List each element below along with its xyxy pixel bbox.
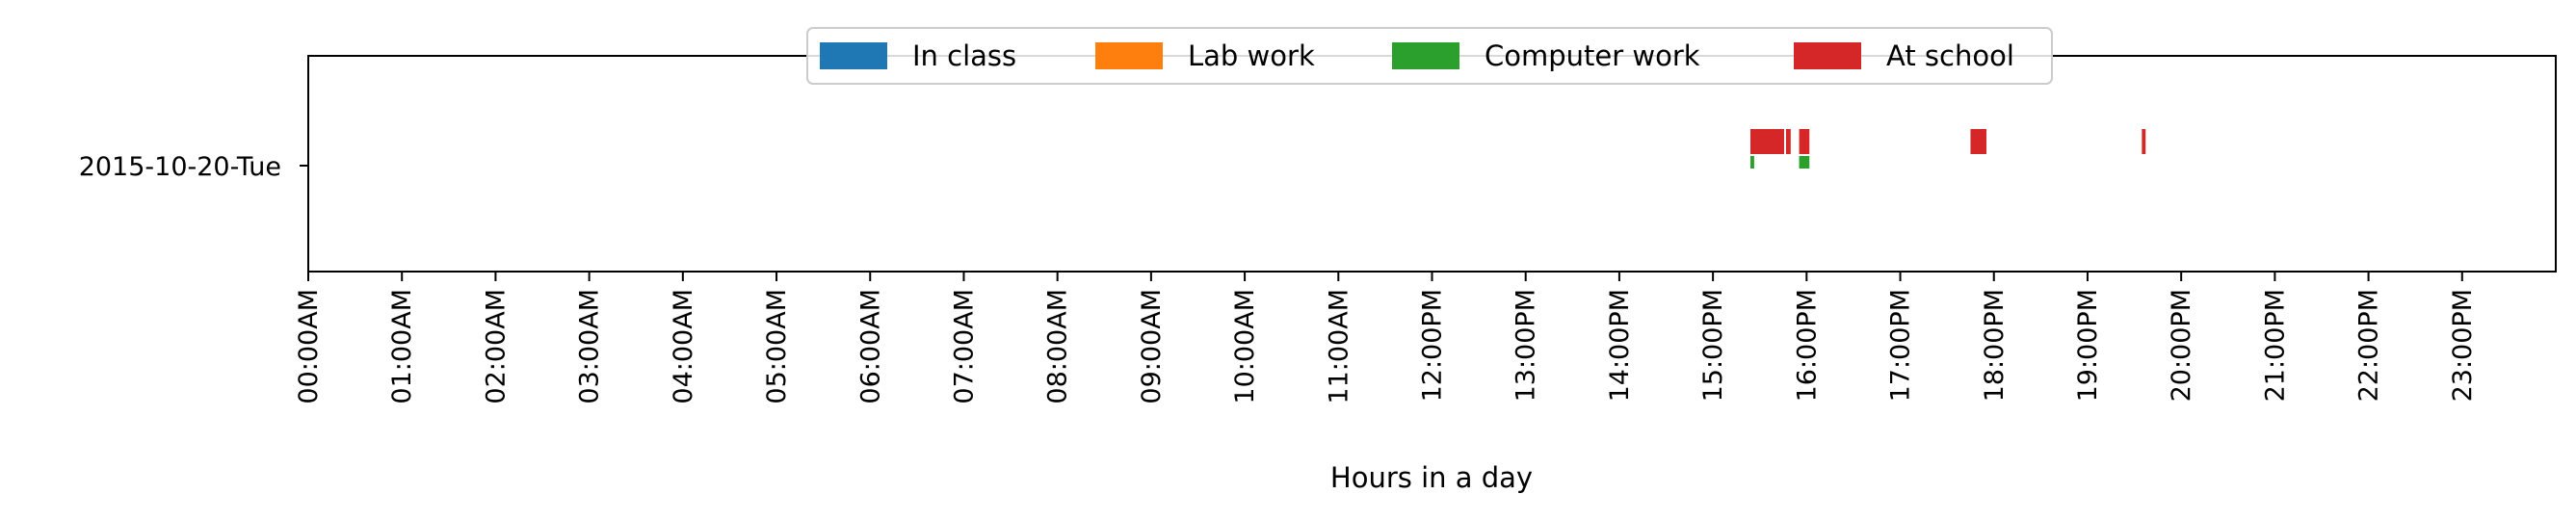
bar-computer-work [1750,156,1754,169]
legend: In class Lab work Computer work At school [806,27,2053,85]
bar-at-school [1970,129,1986,154]
y-tick-label: 2015-10-20-Tue [79,152,281,182]
x-tick-label: 11:00AM [1324,289,1354,404]
x-tick-label: 09:00AM [1137,289,1167,404]
legend-label: Computer work [1485,39,1700,72]
legend-swatch [820,42,887,69]
x-tick-label: 15:00PM [1698,289,1728,402]
x-tick-label: 02:00AM [481,289,511,404]
bar-computer-work [1799,156,1810,169]
bar-at-school [1785,129,1791,154]
x-tick-label: 22:00PM [2354,289,2384,402]
legend-label: Lab work [1188,39,1315,72]
x-tick-label: 21:00PM [2260,289,2290,402]
legend-swatch [1794,42,1861,69]
x-tick-label: 19:00PM [2073,289,2103,402]
y-axis: 2015-10-20-Tue [79,152,308,182]
bar-at-school [2142,129,2146,154]
legend-swatch [1392,42,1459,69]
x-tick-label: 16:00PM [1792,289,1822,402]
x-tick-label: 04:00AM [669,289,698,404]
x-axis: 00:00AM 01:00AM 02:00AM 03:00AM 04:00AM 05:00… [294,272,2478,404]
x-tick-label: 06:00AM [855,289,885,404]
x-tick-label: 05:00AM [762,289,792,404]
x-tick-label: 10:00AM [1230,289,1260,404]
x-tick-label: 00:00AM [294,289,324,404]
x-axis-label: Hours in a day [1330,461,1533,494]
x-tick-label: 03:00AM [575,289,605,404]
x-tick-label: 12:00PM [1418,289,1448,402]
legend-swatch [1095,42,1163,69]
x-tick-label: 13:00PM [1511,289,1541,402]
x-tick-label: 18:00PM [1980,289,2010,402]
bar-at-school [1799,129,1810,154]
legend-label: At school [1886,39,2014,72]
x-tick-label: 01:00AM [387,289,417,404]
legend-label: In class [912,39,1016,72]
x-tick-label: 23:00PM [2448,289,2478,402]
x-tick-label: 20:00PM [2167,289,2196,402]
x-tick-label: 08:00AM [1043,289,1073,404]
bars-layer [1750,129,2146,169]
bar-at-school [1750,129,1784,154]
x-tick-label: 07:00AM [949,289,979,404]
x-tick-label: 14:00PM [1605,289,1635,402]
x-tick-label: 17:00PM [1886,289,1916,402]
